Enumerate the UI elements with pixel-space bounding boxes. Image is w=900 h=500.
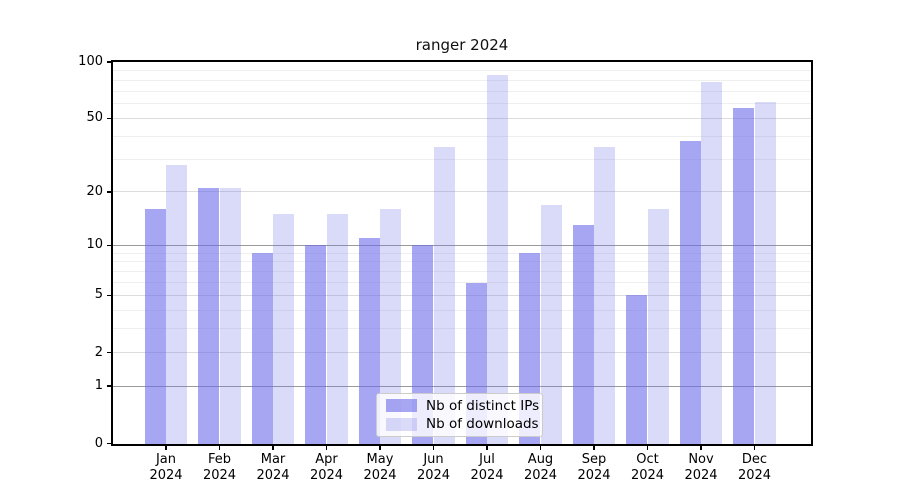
legend: Nb of distinct IPs Nb of downloads (376, 393, 543, 437)
bar-downloads (487, 75, 509, 444)
bar-distinct-ips (251, 253, 273, 444)
x-axis-tick-label: Jan 2024 (149, 451, 183, 483)
gridline-minor (113, 261, 811, 263)
x-axis-tick (486, 445, 488, 450)
x-axis-tick-label: Nov 2024 (684, 451, 718, 483)
legend-item-downloads: Nb of downloads (383, 416, 539, 433)
bar-distinct-ips (144, 209, 166, 444)
x-axis-tick (325, 445, 328, 450)
x-axis-tick (272, 445, 274, 450)
gridline (113, 294, 811, 296)
x-axis-tick (753, 445, 756, 450)
x-axis-tick (218, 445, 221, 450)
bar-distinct-ips (572, 225, 594, 444)
x-axis-tick (593, 445, 595, 450)
x-axis-tick-label: Mar 2024 (256, 451, 290, 483)
gridline-minor (113, 159, 811, 161)
y-axis-tick-label: 20 (86, 183, 103, 199)
bar-downloads (273, 214, 295, 444)
bar-downloads (219, 188, 241, 444)
bar-distinct-ips (198, 188, 220, 444)
gridline-minor (113, 271, 811, 273)
y-axis-tick-label: 2 (94, 344, 103, 360)
x-axis-tick (379, 445, 381, 450)
x-axis-tick-label: May 2024 (363, 451, 397, 483)
x-axis-tick-label: Dec 2024 (737, 451, 772, 483)
bar-downloads (647, 209, 669, 444)
bar-distinct-ips (679, 140, 701, 444)
x-axis-tick-label: Apr 2024 (309, 451, 344, 483)
x-axis-tick-label: Oct 2024 (630, 451, 665, 483)
gridline-minor (113, 90, 811, 92)
gridline-minor (113, 136, 811, 138)
y-axis-tick-label: 10 (86, 237, 103, 253)
y-axis-tick-label: 0 (94, 435, 103, 451)
legend-swatch-distinct-ips (386, 399, 417, 413)
y-axis-tick (107, 351, 111, 354)
y-axis-tick (107, 61, 111, 63)
gridline-major (113, 244, 811, 246)
gridline (113, 352, 811, 354)
gridline-minor (113, 309, 811, 311)
x-axis-tick-label: Feb 2024 (202, 451, 237, 483)
legend-swatch-downloads (386, 417, 417, 431)
bar-distinct-ips (733, 107, 755, 444)
y-axis-tick (107, 385, 111, 387)
bar-downloads (540, 204, 562, 444)
gridline-major (113, 385, 811, 387)
bar-distinct-ips (626, 295, 648, 444)
x-axis-tick-label: Aug 2024 (523, 451, 558, 483)
bar-downloads (380, 209, 402, 444)
bar-downloads (754, 102, 776, 444)
y-axis-tick-label: 50 (86, 110, 103, 126)
x-axis-tick-label: Jul 2024 (470, 451, 504, 483)
gridline-minor (113, 79, 811, 81)
bar-downloads (326, 214, 348, 444)
gridline-minor (113, 252, 811, 254)
legend-label-downloads: Nb of downloads (426, 416, 539, 433)
y-axis-tick-label: 5 (94, 287, 103, 303)
bar-downloads (166, 165, 188, 444)
legend-item-distinct-ips: Nb of distinct IPs (383, 397, 540, 414)
gridline (113, 117, 811, 119)
x-axis-tick-label: Jun 2024 (416, 451, 451, 483)
y-axis-tick (107, 442, 111, 445)
gridline-minor (113, 70, 811, 72)
y-axis-tick (107, 191, 111, 193)
chart-title: ranger 2024 (415, 36, 509, 54)
y-axis-tick-label: 1 (94, 378, 103, 394)
plot-area (111, 60, 813, 446)
x-axis-tick (432, 445, 435, 450)
bar-downloads (433, 147, 455, 444)
legend-label-distinct-ips: Nb of distinct IPs (426, 397, 540, 414)
x-axis-tick-label: Sep 2024 (577, 451, 611, 483)
y-axis-tick-label: 100 (78, 54, 103, 69)
gridline (113, 191, 811, 193)
gridline-minor (113, 328, 811, 330)
y-axis-tick (107, 294, 111, 297)
x-axis-tick (539, 445, 542, 450)
bar-distinct-ips (305, 245, 327, 444)
y-axis-tick (107, 244, 111, 247)
bar-downloads (701, 82, 723, 444)
bar-distinct-ips (358, 238, 380, 444)
x-axis-tick (646, 445, 649, 450)
y-axis-tick (107, 117, 111, 120)
x-axis-tick (165, 445, 167, 450)
bar-downloads (594, 147, 616, 444)
gridline-minor (113, 103, 811, 105)
x-axis-tick (700, 445, 702, 450)
gridline-minor (113, 282, 811, 284)
